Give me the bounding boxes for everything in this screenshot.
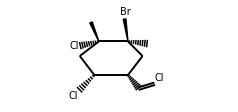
Text: Cl: Cl — [155, 73, 164, 83]
Polygon shape — [90, 22, 99, 41]
Text: Br: Br — [120, 7, 131, 17]
Polygon shape — [123, 19, 128, 41]
Text: Cl: Cl — [69, 41, 79, 51]
Text: Cl: Cl — [69, 91, 78, 101]
